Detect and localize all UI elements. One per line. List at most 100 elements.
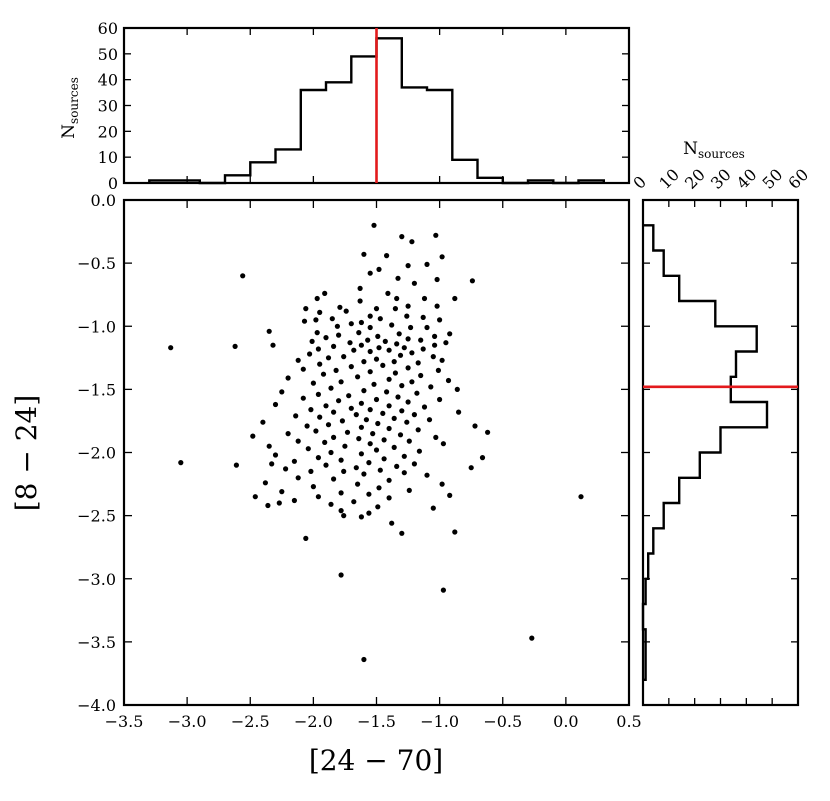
scatter-point: [367, 348, 373, 355]
scatter-point: [300, 395, 306, 401]
scatter-point: [295, 438, 301, 444]
scatter-point: [342, 443, 348, 449]
top-histogram-y-tick-label: 50: [98, 45, 118, 64]
scatter-x-tick-label: 0.0: [553, 712, 578, 731]
scatter-point: [178, 460, 184, 466]
scatter-point: [333, 367, 339, 373]
scatter-point: [366, 510, 372, 516]
scatter-point: [314, 295, 320, 302]
scatter-point: [262, 480, 268, 486]
scatter-point: [279, 389, 285, 395]
scatter-point: [401, 470, 407, 476]
scatter-point: [266, 328, 272, 334]
scatter-x-tick-label: −1.0: [420, 712, 459, 731]
scatter-point: [414, 390, 420, 396]
scatter-point: [445, 377, 452, 384]
scatter-point: [313, 317, 319, 323]
scatter-point: [317, 361, 323, 367]
scatter-x-tick-label: −0.5: [483, 712, 522, 731]
scatter-point: [405, 336, 411, 342]
top-histogram-ylabel: Nsources: [59, 77, 81, 139]
top-histogram-y-tick-label: 20: [98, 122, 118, 141]
top-histogram-y-ticks: 0 10 20 30 40 50 60: [98, 19, 629, 193]
scatter-point: [375, 420, 381, 427]
scatter-x-tick-label: 0.5: [616, 712, 641, 731]
scatter-point: [361, 656, 367, 663]
scatter-point: [381, 456, 387, 462]
scatter-point: [371, 222, 377, 228]
scatter-y-tick-label: −1.0: [77, 317, 116, 336]
right-histogram-x-tick-label: 50: [759, 165, 787, 193]
top-histogram-y-tick-label: 40: [98, 71, 118, 90]
scatter-point: [409, 239, 415, 245]
scatter-point: [365, 337, 371, 343]
scatter-point: [439, 481, 445, 487]
scatter-point: [300, 366, 306, 372]
scatter-point: [348, 405, 354, 411]
scatter-point: [432, 342, 438, 348]
right-histogram-x-tick-label: 30: [707, 165, 735, 193]
scatter-point: [272, 452, 279, 458]
right-histogram-xlabel: Nsources: [683, 139, 745, 161]
scatter-point: [308, 468, 314, 474]
scatter-point: [399, 408, 405, 414]
scatter-point: [315, 494, 321, 500]
scatter-point: [303, 535, 309, 542]
scatter-point: [353, 465, 359, 471]
scatter-point: [401, 453, 407, 459]
scatter-point: [376, 345, 382, 351]
scatter-point: [405, 263, 411, 269]
scatter-point: [392, 306, 398, 312]
scatter-x-tick-label: −3.0: [168, 712, 207, 731]
scatter-point: [373, 356, 380, 362]
scatter-point: [305, 446, 311, 452]
scatter-point: [338, 508, 344, 514]
scatter-point: [272, 401, 279, 408]
scatter-point: [315, 346, 321, 352]
scatter-point: [529, 635, 535, 641]
scatter-point: [260, 419, 266, 425]
scatter-point: [353, 412, 359, 418]
scatter-x-ticks: −3.5 −3.0 −2.5 −2.0 −1.5 −1.0 −0.5 0.0 0.5: [105, 200, 642, 731]
scatter-point: [310, 484, 316, 490]
scatter-point: [437, 317, 443, 323]
scatter-point: [293, 413, 299, 419]
scatter-point: [376, 266, 382, 272]
scatter-point: [433, 434, 439, 440]
scatter-point: [341, 354, 347, 360]
scatter-point: [373, 447, 380, 453]
scatter-point: [434, 276, 440, 283]
scatter-point: [303, 306, 309, 312]
scatter-point: [367, 270, 373, 276]
scatter-point: [391, 359, 397, 365]
scatter-point: [371, 381, 377, 387]
scatter-point: [331, 343, 337, 349]
scatter-point: [331, 434, 337, 440]
scatter-point: [317, 309, 323, 315]
top-histogram-y-tick-label: 10: [98, 148, 118, 167]
scatter-point: [325, 355, 332, 361]
scatter-point: [406, 438, 412, 444]
scatter-point: [331, 476, 337, 482]
scatter-point: [405, 365, 411, 371]
scatter-point: [315, 391, 321, 397]
scatter-point: [323, 462, 329, 468]
scatter-x-tick-label: −3.5: [105, 712, 144, 731]
scatter-point: [386, 477, 392, 483]
scatter-point: [418, 372, 424, 379]
scatter-point: [291, 497, 297, 504]
scatter-point: [347, 340, 353, 346]
scatter-point: [405, 303, 411, 309]
scatter-point: [394, 295, 400, 302]
scatter-point: [358, 319, 364, 326]
scatter-point: [424, 472, 430, 478]
scatter-point: [307, 351, 313, 357]
scatter-point: [366, 491, 372, 497]
scatter-point: [578, 494, 584, 500]
scatter-point: [331, 409, 337, 415]
scatter-x-tick-label: −2.0: [294, 712, 333, 731]
top-histogram-y-tick-label: 60: [98, 19, 118, 38]
scatter-point: [386, 347, 392, 353]
scatter-point: [377, 467, 383, 473]
scatter-point: [411, 280, 417, 286]
